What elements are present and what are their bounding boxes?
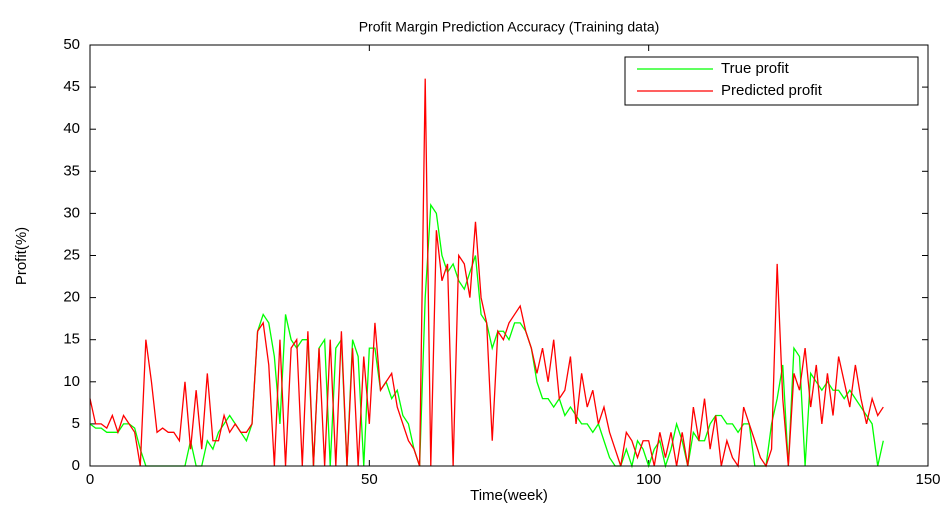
y-tick-label: 35 xyxy=(63,162,80,179)
x-tick-label: 150 xyxy=(915,471,940,488)
y-tick-label: 50 xyxy=(63,36,80,53)
y-tick-label: 20 xyxy=(63,289,80,306)
legend-label: Predicted profit xyxy=(721,82,823,99)
chart-title: Profit Margin Prediction Accuracy (Train… xyxy=(359,19,660,35)
legend-box xyxy=(624,56,919,106)
y-tick-label: 45 xyxy=(63,78,80,95)
x-tick-label: 50 xyxy=(361,471,378,488)
axes-box xyxy=(89,44,929,467)
series-line xyxy=(89,78,884,468)
x-tick-label: 0 xyxy=(86,471,94,488)
y-tick-label: 5 xyxy=(72,415,80,432)
y-tick-label: 30 xyxy=(63,204,80,221)
y-tick-label: 40 xyxy=(63,120,80,137)
y-tick-label: 25 xyxy=(63,246,80,263)
plot-area xyxy=(90,45,928,466)
x-axis-label: Time(week) xyxy=(470,487,548,504)
y-tick-label: 15 xyxy=(63,331,80,348)
y-tick-label: 0 xyxy=(72,457,80,474)
y-axis-label: Profit(%) xyxy=(13,227,30,285)
y-tick-label: 10 xyxy=(63,373,80,390)
x-tick-label: 100 xyxy=(636,471,661,488)
legend-label: True profit xyxy=(721,60,790,77)
